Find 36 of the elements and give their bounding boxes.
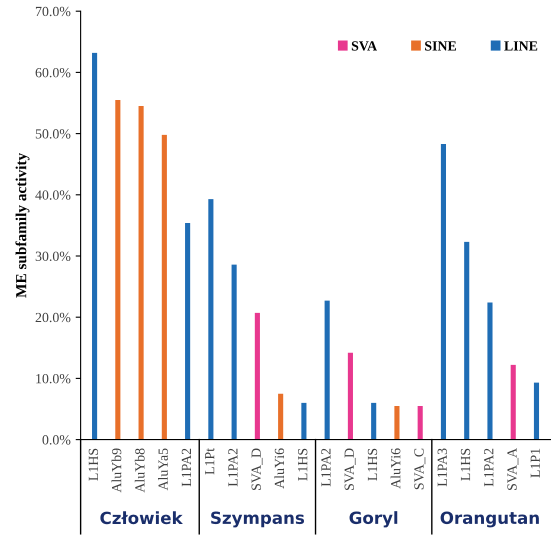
y-tick-label: 30.0% — [36, 252, 70, 262]
y-tick-label: 60.0% — [36, 68, 70, 78]
x-tick-label: SVA_A — [507, 448, 518, 490]
y-axis-title: ME subfamily activity — [15, 152, 30, 298]
x-tick-label: L1PA2 — [228, 448, 238, 486]
x-tick-label: SVA_D — [252, 448, 263, 490]
x-tick-label: L1Pt — [205, 448, 214, 475]
x-tick-label: L1HS — [298, 448, 308, 481]
text: Szympans — [211, 511, 304, 528]
x-tick-label: L1HS — [460, 448, 470, 481]
y-tick-label: 10.0% — [36, 374, 70, 384]
y-tick-label: 70.0% — [36, 6, 70, 16]
x-tick-label: AluYb8 — [134, 448, 145, 493]
text: Goryl — [350, 511, 398, 528]
x-tick-label: AluYb9 — [112, 448, 122, 493]
x-tick-label: L1P1 — [530, 448, 540, 478]
legend-label: SVA — [352, 41, 378, 51]
y-tick-label: 40.0% — [35, 190, 70, 200]
x-tick-label: L1PA2 — [321, 448, 330, 486]
x-tick-label: AluYa5 — [158, 448, 168, 490]
x-tick-label: AluYi6 — [390, 448, 400, 489]
x-tick-label: L1HS — [368, 448, 378, 481]
x-tick-label: L1PA2 — [182, 448, 191, 486]
legend-label: LINE — [504, 41, 538, 50]
x-tick-label: L1PA2 — [484, 448, 494, 486]
y-tick-label: 0.0% — [42, 435, 70, 445]
text: Człowiek — [100, 511, 183, 524]
x-tick-label: SVA_C — [414, 448, 426, 490]
y-tick-label: 20.0% — [36, 312, 70, 322]
y-tick-label: 50.0% — [36, 129, 70, 139]
x-tick-label: AluYi6 — [274, 448, 284, 489]
x-tick-label: L1PA3 — [438, 448, 447, 486]
legend-label: SINE — [425, 41, 456, 51]
text: Orangutan — [440, 511, 539, 528]
x-tick-label: SVA_D — [344, 448, 356, 490]
x-tick-label: L1HS — [88, 448, 98, 481]
